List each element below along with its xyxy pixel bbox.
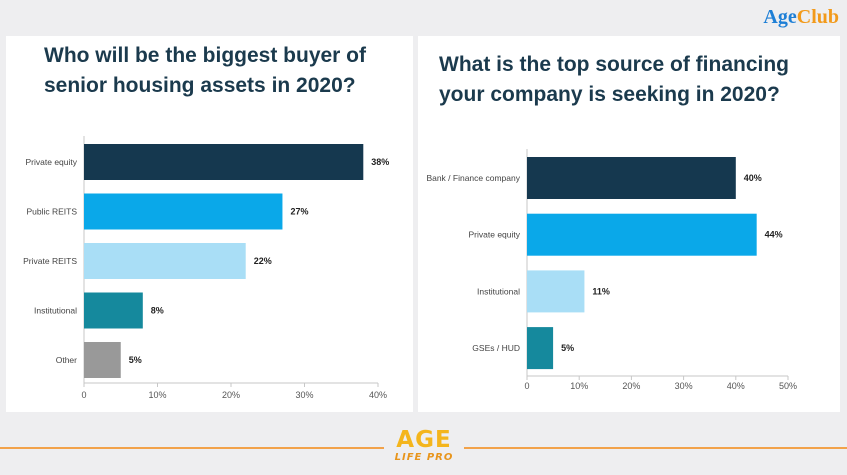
data-label: 38% (371, 157, 389, 167)
category-label: Private equity (469, 230, 521, 240)
category-label: GSEs / HUD (472, 343, 520, 353)
brand-text-part2: Club (796, 6, 839, 28)
category-label: Private REITS (23, 256, 77, 266)
ageclub-logo: AgeClub (763, 6, 839, 29)
x-tick-label: 30% (295, 390, 313, 400)
brand-text-part1: Age (763, 6, 797, 28)
x-tick-label: 0 (81, 390, 86, 400)
age-life-pro-logo: AGE LIFE PRO (384, 428, 464, 468)
x-tick-label: 10% (570, 381, 588, 391)
x-tick-label: 50% (779, 381, 797, 391)
x-tick-label: 40% (369, 390, 387, 400)
data-label: 44% (765, 230, 783, 240)
data-label: 27% (290, 207, 308, 217)
bar (84, 243, 246, 279)
category-label: Other (56, 355, 77, 365)
x-tick-label: 20% (222, 390, 240, 400)
data-label: 11% (592, 286, 610, 296)
bar (527, 213, 757, 256)
bar (84, 292, 143, 329)
buyers-bar-chart: 0 10% 20% 30% 40% Private equity 38% Public REI… (23, 136, 389, 400)
bar (527, 157, 736, 199)
chart-panel-financing: What is the top source of financing your… (418, 36, 840, 412)
bar (527, 270, 585, 313)
x-tick-label: 20% (622, 381, 640, 391)
data-label: 40% (744, 173, 762, 183)
x-tick-label: 40% (727, 381, 745, 391)
chart-title: Who will be the biggest buyer of senior … (44, 44, 367, 97)
bar (527, 327, 554, 370)
category-label: Bank / Finance company (426, 173, 520, 183)
financing-bar-chart: 0 10% 20% 30% 40% 50% Bank / Finance company 40… (426, 149, 797, 391)
data-label: 22% (254, 256, 272, 266)
x-tick-label: 30% (675, 381, 693, 391)
logo-line-1: AGE (396, 427, 452, 453)
data-label: 8% (151, 306, 164, 316)
chart-panel-buyers: Who will be the biggest buyer of senior … (6, 36, 413, 412)
category-label: Private equity (26, 157, 78, 167)
category-label: Institutional (477, 286, 520, 296)
x-tick-label: 0 (524, 381, 529, 391)
category-label: Institutional (34, 306, 77, 316)
chart-title: What is the top source of financing your… (439, 53, 790, 106)
bar (84, 144, 364, 180)
category-label: Public REITS (26, 207, 77, 217)
logo-line-2: LIFE PRO (394, 452, 454, 463)
bar (84, 342, 121, 378)
x-tick-label: 10% (148, 390, 166, 400)
bar (84, 193, 283, 230)
data-label: 5% (561, 343, 574, 353)
data-label: 5% (129, 355, 142, 365)
